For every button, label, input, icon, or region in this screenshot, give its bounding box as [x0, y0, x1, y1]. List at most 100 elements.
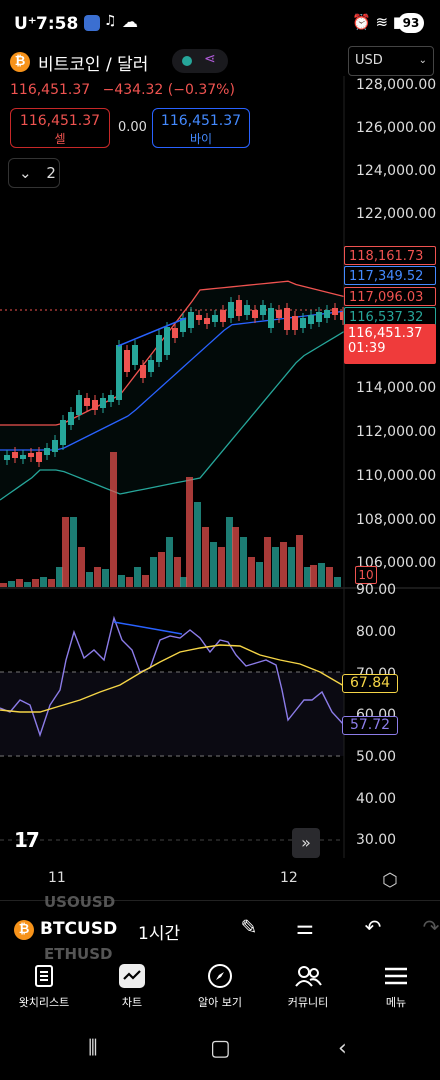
volume-bar [256, 562, 263, 587]
candle [116, 345, 122, 400]
bar-countdown: 01:39 [348, 341, 386, 356]
sell-button[interactable]: 116,451.37 셀 [10, 108, 110, 148]
volume-bar [142, 575, 149, 587]
price-axis-label: 108,000.00 [356, 512, 437, 528]
menu-icon [352, 960, 440, 992]
price-chart[interactable] [0, 76, 440, 858]
candle [44, 448, 50, 455]
nav-label: 왓치리스트 [18, 996, 70, 1009]
sell-price: 116,451.37 [19, 113, 101, 129]
volume-bar [218, 547, 225, 587]
time-axis-label: 11 [48, 870, 66, 886]
volume-bar [62, 517, 69, 587]
nav-item-chart[interactable]: 차트 [88, 960, 176, 1020]
volume-bar [288, 547, 295, 587]
candle [100, 398, 106, 408]
drawing-pencil-icon[interactable]: ✎ [240, 915, 258, 939]
indicator-collapse-button[interactable]: ⌄ 2 [8, 158, 60, 188]
bb-band-fill [0, 281, 344, 500]
volume-bar [8, 581, 15, 587]
chart-settings-gear-icon[interactable]: ⬡ [382, 870, 398, 891]
candle [20, 455, 26, 459]
currency-select[interactable]: USD ⌄ [348, 46, 434, 76]
symbol-header[interactable]: ₿ 비트코인 / 달러 [10, 48, 148, 76]
volume-bar [226, 517, 233, 587]
watchlist-icon [0, 960, 88, 992]
volume-bar [94, 567, 101, 587]
candle [12, 452, 18, 458]
rsi-value-tag: 57.72 [342, 716, 398, 735]
candle [140, 365, 146, 378]
recents-icon[interactable]: ⦀ [88, 1036, 98, 1061]
volume-bar [202, 527, 209, 587]
market-status-pill[interactable]: ⋖ [172, 49, 228, 73]
community-icon [264, 960, 352, 992]
candle [148, 360, 154, 372]
volume-bar [304, 567, 311, 587]
volume-bar [180, 577, 187, 587]
interval-selector[interactable]: 1시간 [138, 924, 181, 944]
chevron-down-icon: ⌄ [19, 164, 32, 182]
app-notification-icon [84, 15, 100, 31]
rsi-axis-label: 80.00 [356, 624, 397, 640]
nav-item-community[interactable]: 커뮤니티 [264, 960, 352, 1020]
volume-bar [150, 557, 157, 587]
bb-upper-tag: 118,161.73 [344, 246, 436, 265]
candle [204, 318, 210, 324]
current-price-value: 116,451.37 [348, 326, 423, 341]
volume-bar [118, 575, 125, 587]
rsi-axis-label: 30.00 [356, 832, 397, 848]
candle [220, 310, 226, 322]
volume-bar [134, 567, 141, 587]
nav-item-menu[interactable]: 메뉴 [352, 960, 440, 1020]
volume-bar [24, 582, 31, 587]
compass-icon [176, 960, 264, 992]
candle [284, 308, 290, 330]
buy-button[interactable]: 116,451.37 바이 [152, 108, 250, 148]
candle [196, 315, 202, 320]
bottom-nav: 왓치리스트 차트 알아 보기 커뮤니티 메뉴 [0, 960, 440, 1020]
nav-item-explore[interactable]: 알아 보기 [176, 960, 264, 1020]
volume-bar [296, 535, 303, 587]
candle [52, 440, 58, 452]
share-icon: ⋖ [204, 51, 216, 67]
volume-bar [264, 537, 271, 587]
spread-value: 0.00 [118, 120, 147, 135]
chevron-down-icon: ⌄ [418, 55, 427, 66]
volume-bar [248, 557, 255, 587]
home-icon[interactable]: ▢ [210, 1036, 231, 1061]
chart-toolbar: USOUSD ₿ BTCUSD ETHUSD 1시간 ✎ ⚌ ↶ ↷ [0, 893, 440, 963]
indicator-settings-icon[interactable]: ⚌ [296, 915, 314, 939]
price-axis-label: 128,000.00 [356, 77, 437, 93]
candle [108, 395, 114, 402]
back-icon[interactable]: ‹ [338, 1036, 347, 1061]
bitcoin-icon: ₿ [10, 52, 30, 72]
price-axis-label: 124,000.00 [356, 163, 437, 179]
candle [164, 327, 170, 355]
volume-bar [174, 557, 181, 587]
nav-label: 차트 [121, 996, 143, 1009]
wifi-signal-icon: ⏰ ≋ ▮ [352, 13, 402, 31]
redo-icon[interactable]: ↷ [422, 915, 440, 939]
volume-bar [0, 583, 7, 587]
candle [92, 400, 98, 410]
rsi-axis-label: 40.00 [356, 791, 397, 807]
undo-icon[interactable]: ↶ [364, 915, 382, 939]
scroll-to-realtime-button[interactable]: » [292, 828, 320, 858]
candle [308, 315, 314, 324]
symbol-selector[interactable]: BTCUSD [40, 919, 118, 939]
divergence-line [117, 317, 187, 347]
sell-label: 셀 [54, 132, 66, 146]
rsi-divergence-line [113, 621, 183, 635]
volume-bar [48, 579, 55, 587]
nav-item-watchlist[interactable]: 왓치리스트 [0, 960, 88, 1020]
volume-bar [280, 542, 287, 587]
bb-basis-tag: 117,349.52 [344, 266, 436, 285]
clock: 7:58 [36, 14, 79, 34]
candle [172, 328, 178, 338]
volume-bar [78, 547, 85, 587]
battery-indicator: 93 [398, 13, 424, 33]
candle [68, 412, 74, 425]
volume-bar [166, 537, 173, 587]
volume-bar [232, 527, 239, 587]
